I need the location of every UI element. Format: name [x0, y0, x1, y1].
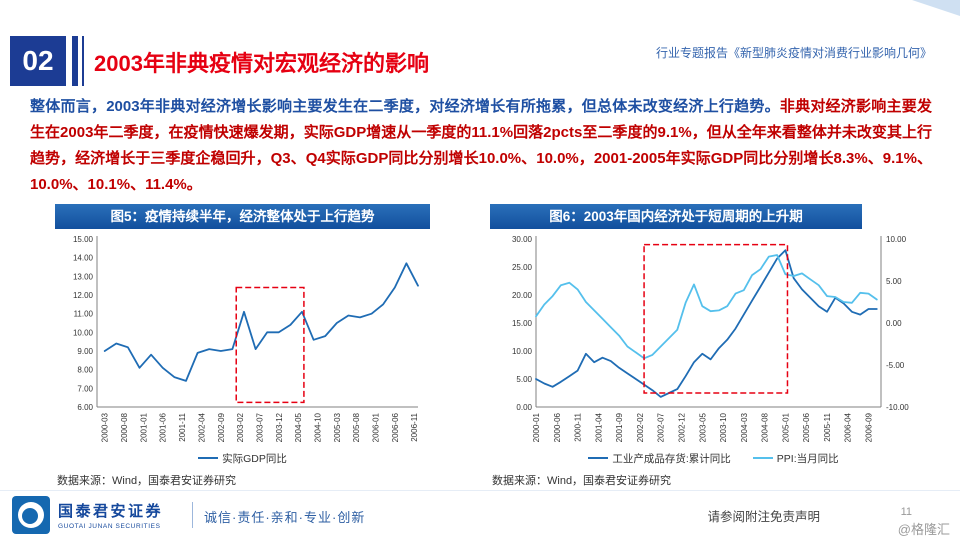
svg-text:2002-07: 2002-07	[657, 412, 666, 442]
disclaimer-note: 请参阅附注免责声明	[707, 510, 820, 524]
svg-text:13.00: 13.00	[73, 272, 94, 281]
svg-text:11.00: 11.00	[74, 310, 94, 319]
brand-name-cn: 国泰君安证券	[58, 503, 164, 520]
svg-text:-10.00: -10.00	[886, 403, 909, 412]
svg-text:2001-01: 2001-01	[139, 412, 148, 442]
page-title: 2003年非典疫情对宏观经济的影响	[94, 51, 429, 76]
svg-text:0.00: 0.00	[516, 403, 532, 412]
svg-text:2006-09: 2006-09	[865, 412, 874, 442]
guotai-junan-logo: 国泰君安证券 GUOTAI JUNAN SECURITIES	[12, 496, 163, 534]
svg-text:8.00: 8.00	[77, 366, 93, 375]
svg-text:14.00: 14.00	[73, 254, 94, 263]
report-series-label: 行业专题报告《新型肺炎疫情对消费行业影响几何》	[655, 46, 932, 60]
figure5-panel: 图5：疫情持续半年，经济整体处于上行趋势 6.00 7.00 8.00 9.00 10.…	[55, 204, 430, 488]
section-number-badge: 02	[10, 36, 66, 86]
legend-line-swatch	[198, 456, 219, 460]
svg-text:2002-09: 2002-09	[217, 412, 226, 442]
legend-item: 工业产成品存货:累计同比	[588, 451, 731, 466]
title-divider-bar	[72, 36, 78, 86]
svg-text:6.00: 6.00	[77, 403, 93, 412]
corner-decoration	[912, 0, 960, 16]
legend-line-swatch	[752, 456, 773, 460]
watermark: @格隆汇	[897, 522, 950, 537]
figure6-legend: 工业产成品存货:累计同比 PPI:当月同比	[490, 451, 937, 465]
svg-text:12.00: 12.00	[73, 291, 94, 300]
footer: 国泰君安证券 GUOTAI JUNAN SECURITIES 诚信·责任·亲和·…	[0, 490, 960, 540]
svg-text:2003-05: 2003-05	[698, 412, 707, 442]
svg-text:30.00: 30.00	[512, 235, 533, 244]
title-divider-bar-thin	[82, 36, 84, 86]
svg-text:2005-11: 2005-11	[823, 412, 832, 441]
svg-text:2005-08: 2005-08	[352, 412, 361, 442]
svg-text:2006-04: 2006-04	[844, 412, 853, 442]
legend-label: 工业产成品存货:累计同比	[612, 452, 731, 465]
gdp-line-chart: 6.00 7.00 8.00 9.00 10.00 11.00 12.00 13.00 14.0…	[73, 235, 419, 442]
svg-text:2000-11: 2000-11	[574, 412, 583, 441]
svg-text:2004-05: 2004-05	[294, 412, 303, 442]
footer-divider	[192, 502, 193, 528]
figure5-legend: 实际GDP同比	[55, 451, 430, 465]
svg-text:2000-01: 2000-01	[532, 412, 541, 442]
legend-label: 实际GDP同比	[222, 452, 287, 465]
svg-text:25.00: 25.00	[512, 263, 533, 272]
figure5-title: 图5：疫情持续半年，经济整体处于上行趋势	[55, 204, 430, 229]
svg-text:2002-04: 2002-04	[197, 412, 206, 442]
svg-text:9.00: 9.00	[77, 347, 93, 356]
svg-text:2000-08: 2000-08	[120, 412, 129, 442]
svg-text:15.00: 15.00	[73, 235, 94, 244]
svg-text:2000-03: 2000-03	[101, 412, 110, 442]
svg-text:10.00: 10.00	[886, 235, 907, 244]
summary-lead-sentence: 整体而言，2003年非典对经济增长影响主要发生在二季度，对经济增长有所拖累，但总…	[30, 98, 780, 115]
svg-text:5.00: 5.00	[886, 277, 902, 286]
svg-text:5.00: 5.00	[516, 375, 532, 384]
svg-text:2005-06: 2005-06	[802, 412, 811, 442]
svg-text:2002-12: 2002-12	[677, 412, 686, 442]
svg-text:2001-06: 2001-06	[159, 412, 168, 442]
summary-detail-text: 非典对经济影响主要发生在2003年二季度，在疫情快速爆发期，实际GDP增速从一季…	[30, 98, 932, 193]
brand-name-en: GUOTAI JUNAN SECURITIES	[58, 523, 161, 530]
charts-row: 图5：疫情持续半年，经济整体处于上行趋势 6.00 7.00 8.00 9.00 10.…	[55, 204, 937, 488]
svg-text:2004-08: 2004-08	[761, 412, 770, 442]
svg-text:2006-06: 2006-06	[391, 412, 400, 442]
svg-text:10.00: 10.00	[512, 347, 533, 356]
svg-text:2006-11: 2006-11	[410, 412, 419, 441]
page-number: 11	[900, 506, 912, 518]
summary-paragraph: 整体而言，2003年非典对经济增长影响主要发生在二季度，对经济增长有所拖累，但总…	[30, 94, 932, 198]
svg-text:2001-09: 2001-09	[615, 412, 624, 442]
figure5-source: 数据来源：Wind，国泰君安证券研究	[57, 475, 237, 487]
svg-text:2003-10: 2003-10	[719, 412, 728, 442]
legend-item: 实际GDP同比	[198, 451, 287, 466]
inventory-ppi-line-chart: 0.00 5.00 10.00 15.00 20.00 25.00 30.00 -10.00 -…	[512, 235, 909, 442]
svg-text:15.00: 15.00	[512, 319, 533, 328]
legend-line-swatch	[588, 456, 609, 460]
svg-text:7.00: 7.00	[77, 384, 93, 393]
svg-text:0.00: 0.00	[886, 319, 902, 328]
svg-text:2001-04: 2001-04	[594, 412, 603, 442]
svg-text:2004-10: 2004-10	[313, 412, 322, 442]
svg-text:10.00: 10.00	[73, 328, 94, 337]
svg-text:2005-03: 2005-03	[333, 412, 342, 442]
svg-text:2002-02: 2002-02	[636, 412, 645, 442]
figure6-panel: 图6：2003年国内经济处于短周期的上升期 0.00 5.00 10.00 15.00…	[490, 204, 937, 488]
svg-text:-5.00: -5.00	[886, 361, 905, 370]
svg-text:2003-12: 2003-12	[275, 412, 284, 442]
svg-text:2004-03: 2004-03	[740, 412, 749, 442]
logo-text: 国泰君安证券 GUOTAI JUNAN SECURITIES	[58, 500, 163, 530]
svg-text:2001-11: 2001-11	[178, 412, 187, 441]
legend-label: PPI:当月同比	[776, 452, 839, 465]
svg-text:2006-01: 2006-01	[371, 412, 380, 442]
logo-icon	[12, 496, 50, 534]
svg-text:2003-02: 2003-02	[236, 412, 245, 442]
legend-item: PPI:当月同比	[752, 451, 839, 466]
company-slogan: 诚信·责任·亲和·专业·创新	[204, 510, 366, 525]
svg-text:2003-07: 2003-07	[255, 412, 264, 442]
svg-text:2005-01: 2005-01	[781, 412, 790, 442]
svg-text:20.00: 20.00	[512, 291, 533, 300]
figure6-title: 图6：2003年国内经济处于短周期的上升期	[490, 204, 862, 229]
svg-text:2000-06: 2000-06	[553, 412, 562, 442]
figure6-source: 数据来源：Wind，国泰君安证券研究	[492, 475, 672, 487]
